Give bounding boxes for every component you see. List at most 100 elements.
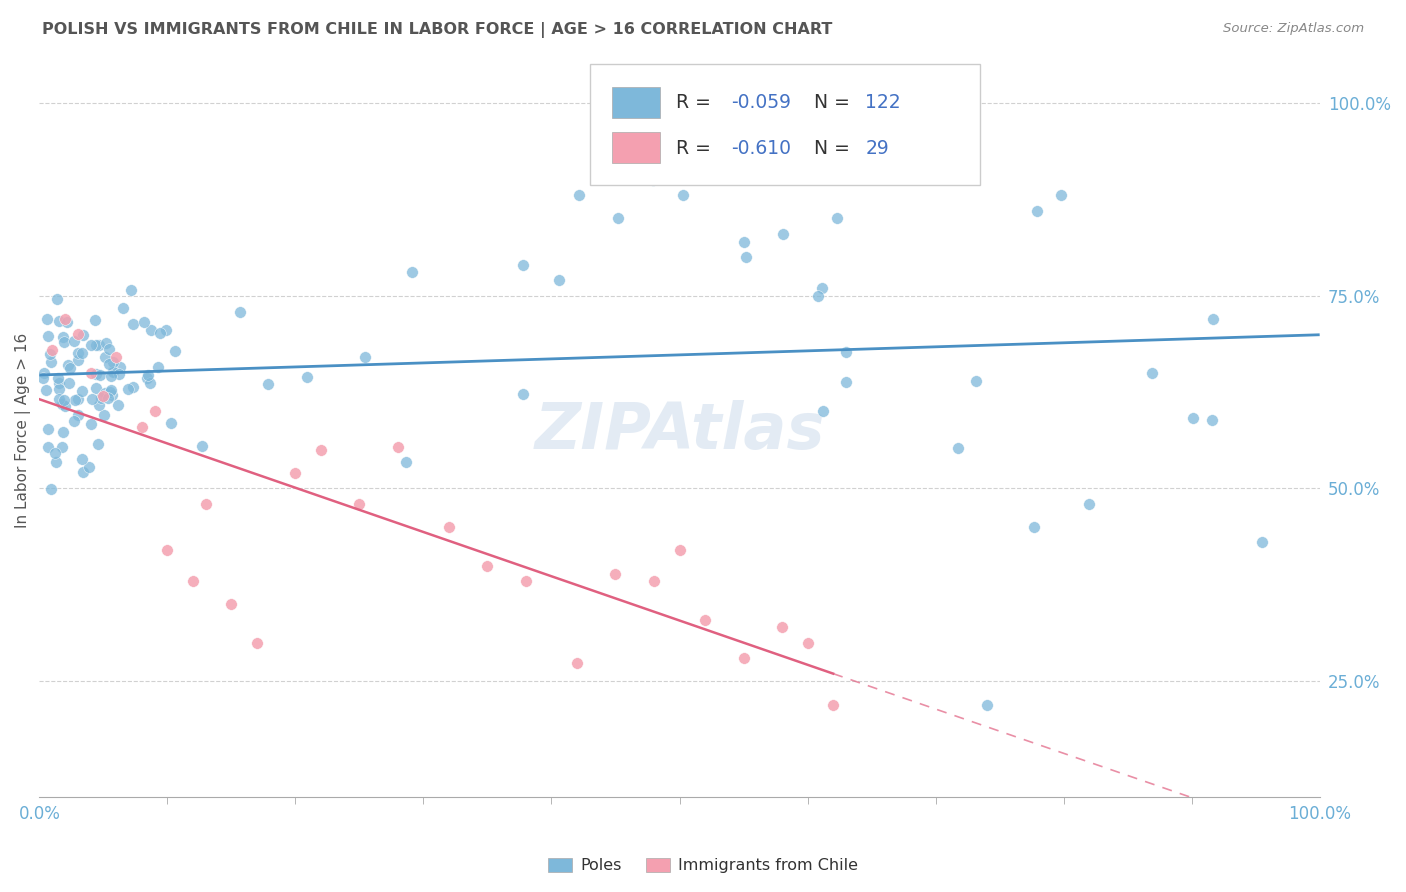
Point xyxy=(46,371,69,385)
Point xyxy=(41,343,63,357)
Point xyxy=(143,404,166,418)
Point xyxy=(51,440,73,454)
Point xyxy=(67,352,90,367)
Point xyxy=(117,382,139,396)
Point xyxy=(194,497,217,511)
Point xyxy=(53,393,76,408)
Point xyxy=(101,388,124,402)
Point xyxy=(72,345,94,359)
Point xyxy=(70,384,93,398)
Point xyxy=(607,211,630,226)
Point xyxy=(246,636,269,650)
Point xyxy=(401,265,423,279)
Point xyxy=(825,211,848,226)
Point xyxy=(59,361,82,376)
Y-axis label: In Labor Force | Age > 16: In Labor Force | Age > 16 xyxy=(15,333,31,528)
Point xyxy=(1140,366,1163,380)
Point xyxy=(354,350,377,364)
Point xyxy=(165,343,187,358)
Text: -0.610: -0.610 xyxy=(731,139,790,158)
Point xyxy=(477,558,499,573)
Point xyxy=(48,392,70,406)
Point xyxy=(39,483,62,497)
Text: 122: 122 xyxy=(865,93,901,112)
Text: R =: R = xyxy=(676,139,717,158)
Point xyxy=(80,338,103,352)
Point xyxy=(693,613,716,627)
Point xyxy=(66,327,89,342)
Point xyxy=(547,273,569,287)
Point xyxy=(349,497,371,511)
Point xyxy=(733,651,755,665)
Point xyxy=(53,334,76,349)
Point xyxy=(835,344,858,359)
Text: N =: N = xyxy=(814,139,856,158)
Point xyxy=(103,365,125,379)
Text: 29: 29 xyxy=(865,139,889,158)
Point xyxy=(45,292,67,306)
Point xyxy=(79,366,101,380)
Point xyxy=(228,304,250,318)
Point xyxy=(565,656,588,670)
Point xyxy=(136,368,159,382)
Point xyxy=(107,398,129,412)
Point xyxy=(672,188,695,202)
Point xyxy=(284,466,307,480)
Point xyxy=(39,354,62,368)
Point xyxy=(82,392,104,406)
Point xyxy=(37,440,59,454)
Point xyxy=(105,351,128,365)
Point xyxy=(512,387,534,401)
Point xyxy=(131,419,153,434)
Point xyxy=(141,322,163,336)
Point xyxy=(770,620,793,634)
Point xyxy=(668,543,690,558)
Point xyxy=(98,357,121,371)
Point xyxy=(32,371,55,385)
Point xyxy=(160,417,183,431)
Point xyxy=(1251,535,1274,549)
Point xyxy=(643,574,665,588)
Point xyxy=(138,376,160,391)
Point xyxy=(395,455,418,469)
Point xyxy=(136,371,159,385)
Point xyxy=(94,350,117,364)
Point xyxy=(181,574,204,588)
Point xyxy=(35,383,58,397)
Point xyxy=(62,414,84,428)
Point xyxy=(94,335,117,350)
Point xyxy=(191,439,214,453)
Point xyxy=(98,342,121,356)
Point xyxy=(121,283,143,297)
Point xyxy=(67,346,90,360)
Point xyxy=(45,455,67,469)
Point xyxy=(94,386,117,401)
Point xyxy=(48,382,70,396)
Point xyxy=(1181,411,1204,425)
Point xyxy=(70,452,93,467)
Point xyxy=(976,698,998,712)
Point xyxy=(110,360,132,375)
Point xyxy=(48,376,70,390)
Point xyxy=(733,235,755,249)
Point xyxy=(48,314,70,328)
Point xyxy=(295,369,318,384)
Point xyxy=(77,460,100,475)
Point xyxy=(122,380,145,394)
Point xyxy=(87,437,110,451)
Point xyxy=(84,381,107,395)
Point xyxy=(84,368,107,382)
Point xyxy=(87,337,110,351)
Point xyxy=(512,258,534,272)
Point xyxy=(772,227,794,241)
Point xyxy=(156,543,179,558)
Point xyxy=(121,317,143,331)
Point xyxy=(67,392,90,406)
Point xyxy=(100,383,122,397)
Point xyxy=(80,417,103,432)
Point xyxy=(734,250,756,264)
Text: R =: R = xyxy=(676,93,717,112)
Point xyxy=(146,360,169,375)
Point xyxy=(39,347,62,361)
Point xyxy=(83,312,105,326)
